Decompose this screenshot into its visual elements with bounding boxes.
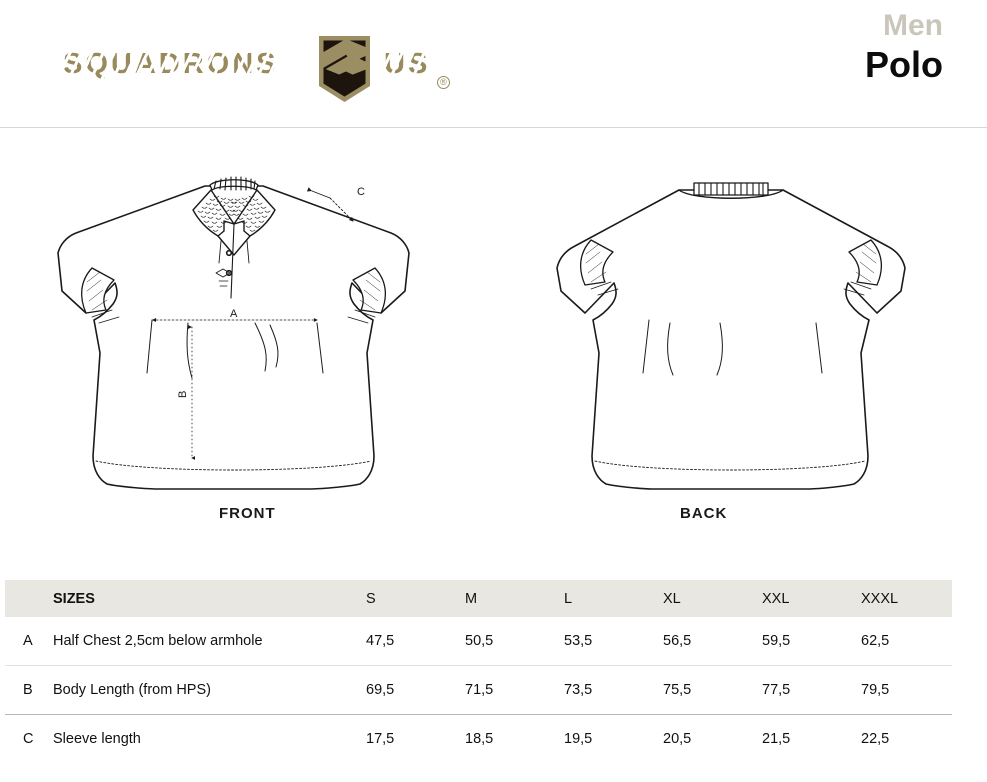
svg-text:C: C	[357, 186, 365, 198]
svg-text:B: B	[177, 391, 189, 398]
svg-text:A: A	[230, 308, 238, 320]
